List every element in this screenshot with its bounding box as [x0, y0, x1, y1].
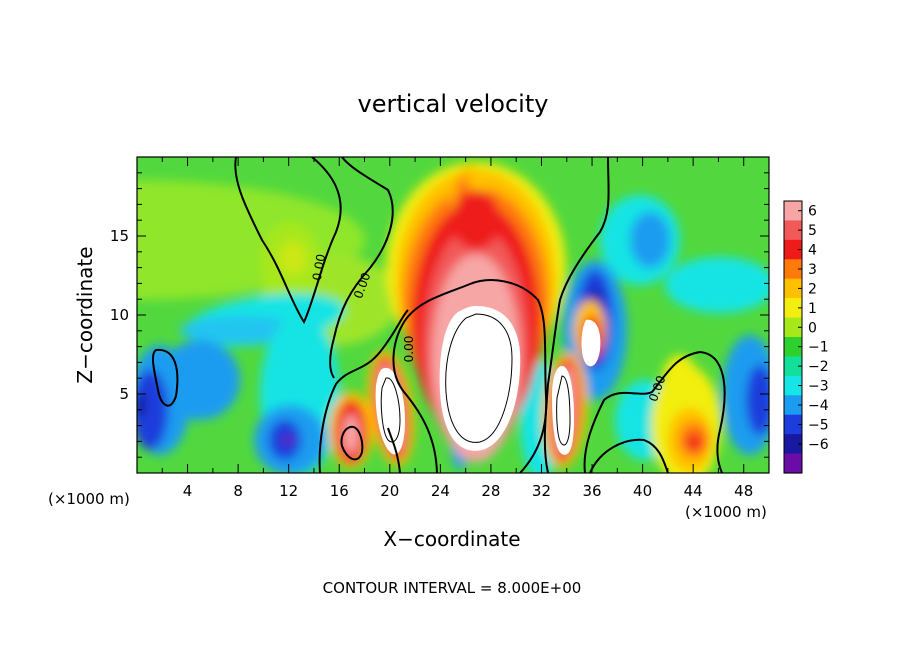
field-blob — [746, 365, 769, 435]
colorbar-swatch — [784, 220, 802, 241]
zero-contour — [329, 157, 394, 379]
field-blob — [137, 370, 168, 450]
y-tick-label: 5 — [119, 385, 129, 403]
x-tick-label: 28 — [481, 482, 500, 500]
field-blob — [279, 241, 307, 275]
colorbar-label: −2 — [808, 359, 829, 375]
positive-contour — [445, 313, 513, 443]
colorbar-swatch — [784, 239, 802, 260]
colorbar-label: 6 — [808, 204, 817, 220]
x-tick-label: 20 — [380, 482, 399, 500]
chart-title: vertical velocity — [358, 90, 549, 118]
colorbar-swatch — [784, 201, 802, 222]
peak-region — [581, 319, 601, 367]
x-tick-label: 16 — [330, 482, 349, 500]
x-tick-label: 12 — [279, 482, 298, 500]
field-blob — [630, 212, 670, 268]
contour-label: 0.00 — [310, 253, 328, 282]
x-tick-label: 8 — [233, 482, 243, 500]
colorbar-label: −4 — [808, 398, 829, 414]
zero-contour — [589, 438, 669, 473]
zero-contour — [151, 348, 179, 407]
x-axis: 4 8 12 16 20 24 28 32 36 40 44 48 — [161, 157, 753, 500]
colorbar-label: 3 — [808, 262, 817, 278]
field-blob — [686, 434, 702, 450]
zero-contour — [340, 425, 364, 461]
field-blob — [180, 316, 300, 344]
colorbar-swatch — [784, 434, 802, 455]
x-tick-label: 4 — [183, 482, 193, 500]
plot-area: 0.000.000.000.00 — [137, 157, 769, 473]
x-tick-label: 32 — [532, 482, 551, 500]
y-tick-label: 15 — [110, 227, 129, 245]
colorbar-swatch — [784, 298, 802, 319]
colorbar-swatch — [784, 395, 802, 416]
colorbar-label: 2 — [808, 281, 817, 297]
y-axis-label: Z−coordinate — [73, 246, 97, 383]
zero-contour — [318, 309, 409, 473]
x-axis-label: X−coordinate — [383, 527, 520, 551]
colorbar-label: 0 — [808, 320, 817, 336]
colorbar-swatch — [784, 317, 802, 338]
zero-contour — [583, 350, 726, 473]
x-tick-label: 36 — [582, 482, 601, 500]
x-tick-label: 44 — [684, 482, 703, 500]
x-tick-label: 48 — [734, 482, 753, 500]
zero-contour — [387, 427, 401, 473]
colorbar-frame — [783, 200, 803, 474]
colorbar-swatch — [784, 453, 802, 474]
zero-contour — [392, 279, 548, 473]
colorbar-swatch — [784, 414, 802, 435]
peak-region — [439, 306, 521, 451]
x-unit-left: (×1000 m) — [48, 490, 130, 508]
colorbar-label: 1 — [808, 301, 817, 317]
contour-label: 0.00 — [402, 336, 416, 363]
colorbar-swatch — [784, 356, 802, 377]
positive-contour — [380, 377, 401, 443]
colorbar-label: 4 — [808, 243, 817, 259]
zero-contours: 0.000.000.000.00 — [151, 157, 726, 473]
peak-region — [375, 367, 405, 455]
colorbar-swatch — [784, 259, 802, 280]
y-tick-label: 10 — [110, 306, 129, 324]
colorbar-swatch — [784, 278, 802, 299]
field-blob — [343, 414, 359, 454]
colorbar: 6 5 4 3 2 1 0 −1 −2 −3 −4 −5 −6 — [783, 200, 829, 474]
field-blob — [137, 393, 146, 417]
contour-interval-note: CONTOUR INTERVAL = 8.000E+00 — [323, 579, 582, 597]
field-blob — [665, 257, 769, 313]
field-blob — [452, 190, 500, 250]
x-tick-label: 24 — [431, 482, 450, 500]
field-blob — [283, 435, 293, 445]
y-axis: 5 10 15 — [110, 172, 769, 458]
colorbar-label: −5 — [808, 417, 829, 433]
colorbar-swatch — [784, 337, 802, 358]
positive-contour — [556, 375, 571, 446]
colorbar-label: −1 — [808, 340, 829, 356]
colorbar-label: −3 — [808, 379, 829, 395]
x-tick-label: 40 — [633, 482, 652, 500]
zero-contour — [234, 157, 342, 325]
colorbar-label: −6 — [808, 437, 829, 453]
zero-contour — [543, 157, 610, 473]
colorbar-label: 5 — [808, 223, 817, 239]
colorbar-swatch — [784, 375, 802, 396]
x-unit-right: (×1000 m) — [685, 503, 767, 521]
